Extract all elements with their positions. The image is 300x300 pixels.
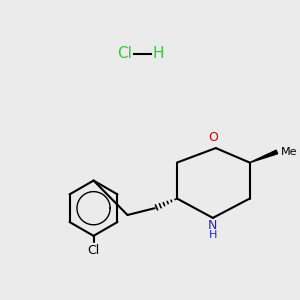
- Text: Cl: Cl: [87, 244, 100, 257]
- Text: Me: Me: [280, 147, 297, 157]
- Text: H: H: [209, 230, 217, 240]
- Text: H: H: [153, 46, 164, 62]
- Text: O: O: [208, 131, 218, 144]
- Text: N: N: [208, 219, 218, 232]
- Polygon shape: [250, 150, 278, 163]
- Text: Cl: Cl: [118, 46, 132, 62]
